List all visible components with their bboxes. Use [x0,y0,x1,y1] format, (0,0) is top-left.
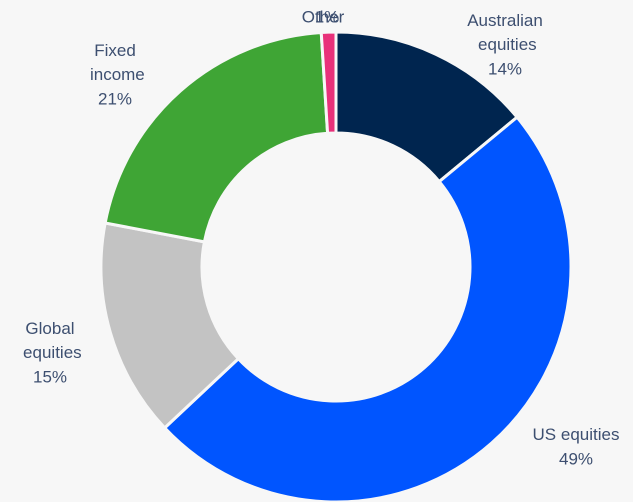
slice-label: Australian equities [467,11,543,54]
slice-value: 21% [98,89,132,108]
slice-value: 1% [315,7,340,26]
slice-value: 15% [33,367,67,386]
slice-label: Global equities [18,319,81,362]
donut-slice [319,30,338,135]
donut-slice [103,30,330,244]
donut-slice [162,115,573,502]
slice-value: 49% [559,449,593,468]
slice-label: Fixed income [85,41,145,84]
slice-value: 14% [488,59,522,78]
slice-label: Other [302,7,345,26]
slice-label: US equities [533,425,620,444]
